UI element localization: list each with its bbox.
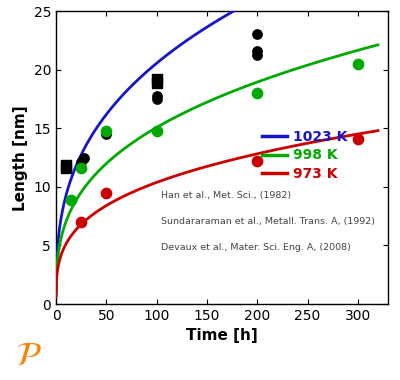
Point <box>254 158 260 164</box>
Point <box>154 76 160 82</box>
X-axis label: Time [h]: Time [h] <box>186 328 258 344</box>
Text: Sundararaman et al., Metall. Trans. A, (1992): Sundararaman et al., Metall. Trans. A, (… <box>160 217 374 226</box>
Point <box>355 61 361 67</box>
Point <box>63 165 69 171</box>
Point <box>103 131 110 137</box>
Y-axis label: Length [nm]: Length [nm] <box>13 105 28 211</box>
Point <box>154 96 160 102</box>
Point <box>154 93 160 99</box>
Point <box>78 219 84 225</box>
Point <box>78 159 84 165</box>
Point <box>254 52 260 58</box>
Point <box>103 128 110 134</box>
Point <box>68 197 74 203</box>
Point <box>63 162 69 168</box>
Point <box>103 190 110 196</box>
Point <box>81 155 87 161</box>
Text: Devaux et al., Mater. Sci. Eng. A, (2008): Devaux et al., Mater. Sci. Eng. A, (2008… <box>160 243 350 252</box>
Text: Han et al., Met. Sci., (1982): Han et al., Met. Sci., (1982) <box>160 192 291 200</box>
Point <box>355 136 361 142</box>
Point <box>78 165 84 171</box>
Point <box>254 48 260 54</box>
Point <box>154 128 160 134</box>
Point <box>154 80 160 86</box>
Point <box>254 90 260 97</box>
Point <box>254 31 260 37</box>
Legend: 1023 K, 998 K, 973 K: 1023 K, 998 K, 973 K <box>262 130 347 181</box>
Text: $\mathcal{P}$: $\mathcal{P}$ <box>16 339 42 372</box>
